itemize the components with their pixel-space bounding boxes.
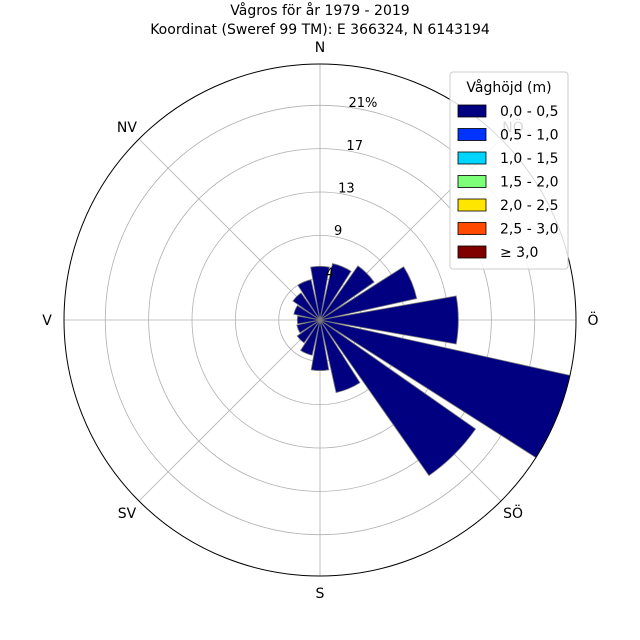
- grid-spoke-3: [138, 319, 321, 502]
- rose-sector-2: [319, 265, 375, 321]
- rose-sector-9: [300, 319, 321, 356]
- rose-sector-14: [292, 292, 321, 321]
- chart-title: Vågros för år 1979 - 2019: [230, 2, 409, 19]
- radial-tick-1: 9: [334, 224, 342, 239]
- rose-sector-6: [319, 319, 477, 477]
- direction-label-sv: SV: [118, 506, 137, 522]
- rose-sector-7: [319, 319, 361, 394]
- legend-box: [449, 71, 569, 270]
- radial-tick-2: 13: [338, 181, 355, 196]
- legend-swatch-4: [457, 198, 487, 212]
- rose-sector-1: [319, 263, 352, 321]
- legend-swatch-2: [457, 151, 487, 165]
- rose-sector-8: [310, 319, 330, 371]
- legend-items: 0,0 - 0,5 0,5 - 1,0 1,0 - 1,5 1,5 - 2,0 2,0 …: [457, 104, 558, 261]
- rose-sector-0: [310, 265, 330, 321]
- direction-label-sö: SÖ: [503, 504, 523, 522]
- legend-label-1: 0,5 - 1,0: [500, 128, 558, 144]
- polar-outer-circle: [63, 63, 577, 577]
- grid-spoke-1: [138, 138, 321, 321]
- legend-label-3: 1,5 - 2,0: [500, 175, 558, 191]
- rose-sector-11: [296, 319, 321, 334]
- direction-label-ö: Ö: [587, 311, 598, 329]
- legend-title: Våghöjd (m): [466, 79, 551, 96]
- direction-label-s: S: [316, 586, 325, 602]
- direction-label-nv: NV: [117, 120, 137, 136]
- legend: Våghöjd (m) 0,0 - 0,5 0,5 - 1,0 1,0 - 1,5 1…: [449, 71, 569, 270]
- rose-sector-15: [297, 279, 321, 321]
- legend-swatch-3: [457, 175, 487, 188]
- legend-label-5: 2,5 - 3,0: [500, 222, 558, 238]
- rose-sector-12: [296, 315, 321, 325]
- direction-label-n: N: [315, 40, 325, 56]
- radial-tick-4: 21%: [349, 96, 378, 111]
- legend-swatch-1: [457, 128, 487, 141]
- rose-sector-10: [296, 319, 321, 344]
- direction-label-v: V: [42, 313, 52, 329]
- legend-label-0: 0,0 - 0,5: [500, 104, 558, 120]
- radial-tick-0: 4: [326, 266, 334, 281]
- chart-subtitle: Koordinat (Sweref 99 TM): E 366324, N 61…: [150, 22, 490, 38]
- rose-sector-3: [319, 266, 418, 321]
- legend-swatch-5: [457, 222, 487, 235]
- legend-swatch-0: [457, 104, 487, 118]
- rose-sector-4: [319, 295, 459, 345]
- legend-swatch-6: [457, 245, 487, 259]
- rose-sector-13: [293, 305, 321, 321]
- legend-label-6: ≥ 3,0: [500, 245, 538, 261]
- legend-label-4: 2,0 - 2,5: [500, 198, 558, 214]
- radial-tick-labels: 4 9 13 17 21%: [326, 96, 378, 281]
- legend-label-2: 1,0 - 1,5: [500, 151, 558, 167]
- radial-tick-3: 17: [346, 139, 363, 154]
- rose-sectors: [292, 263, 571, 477]
